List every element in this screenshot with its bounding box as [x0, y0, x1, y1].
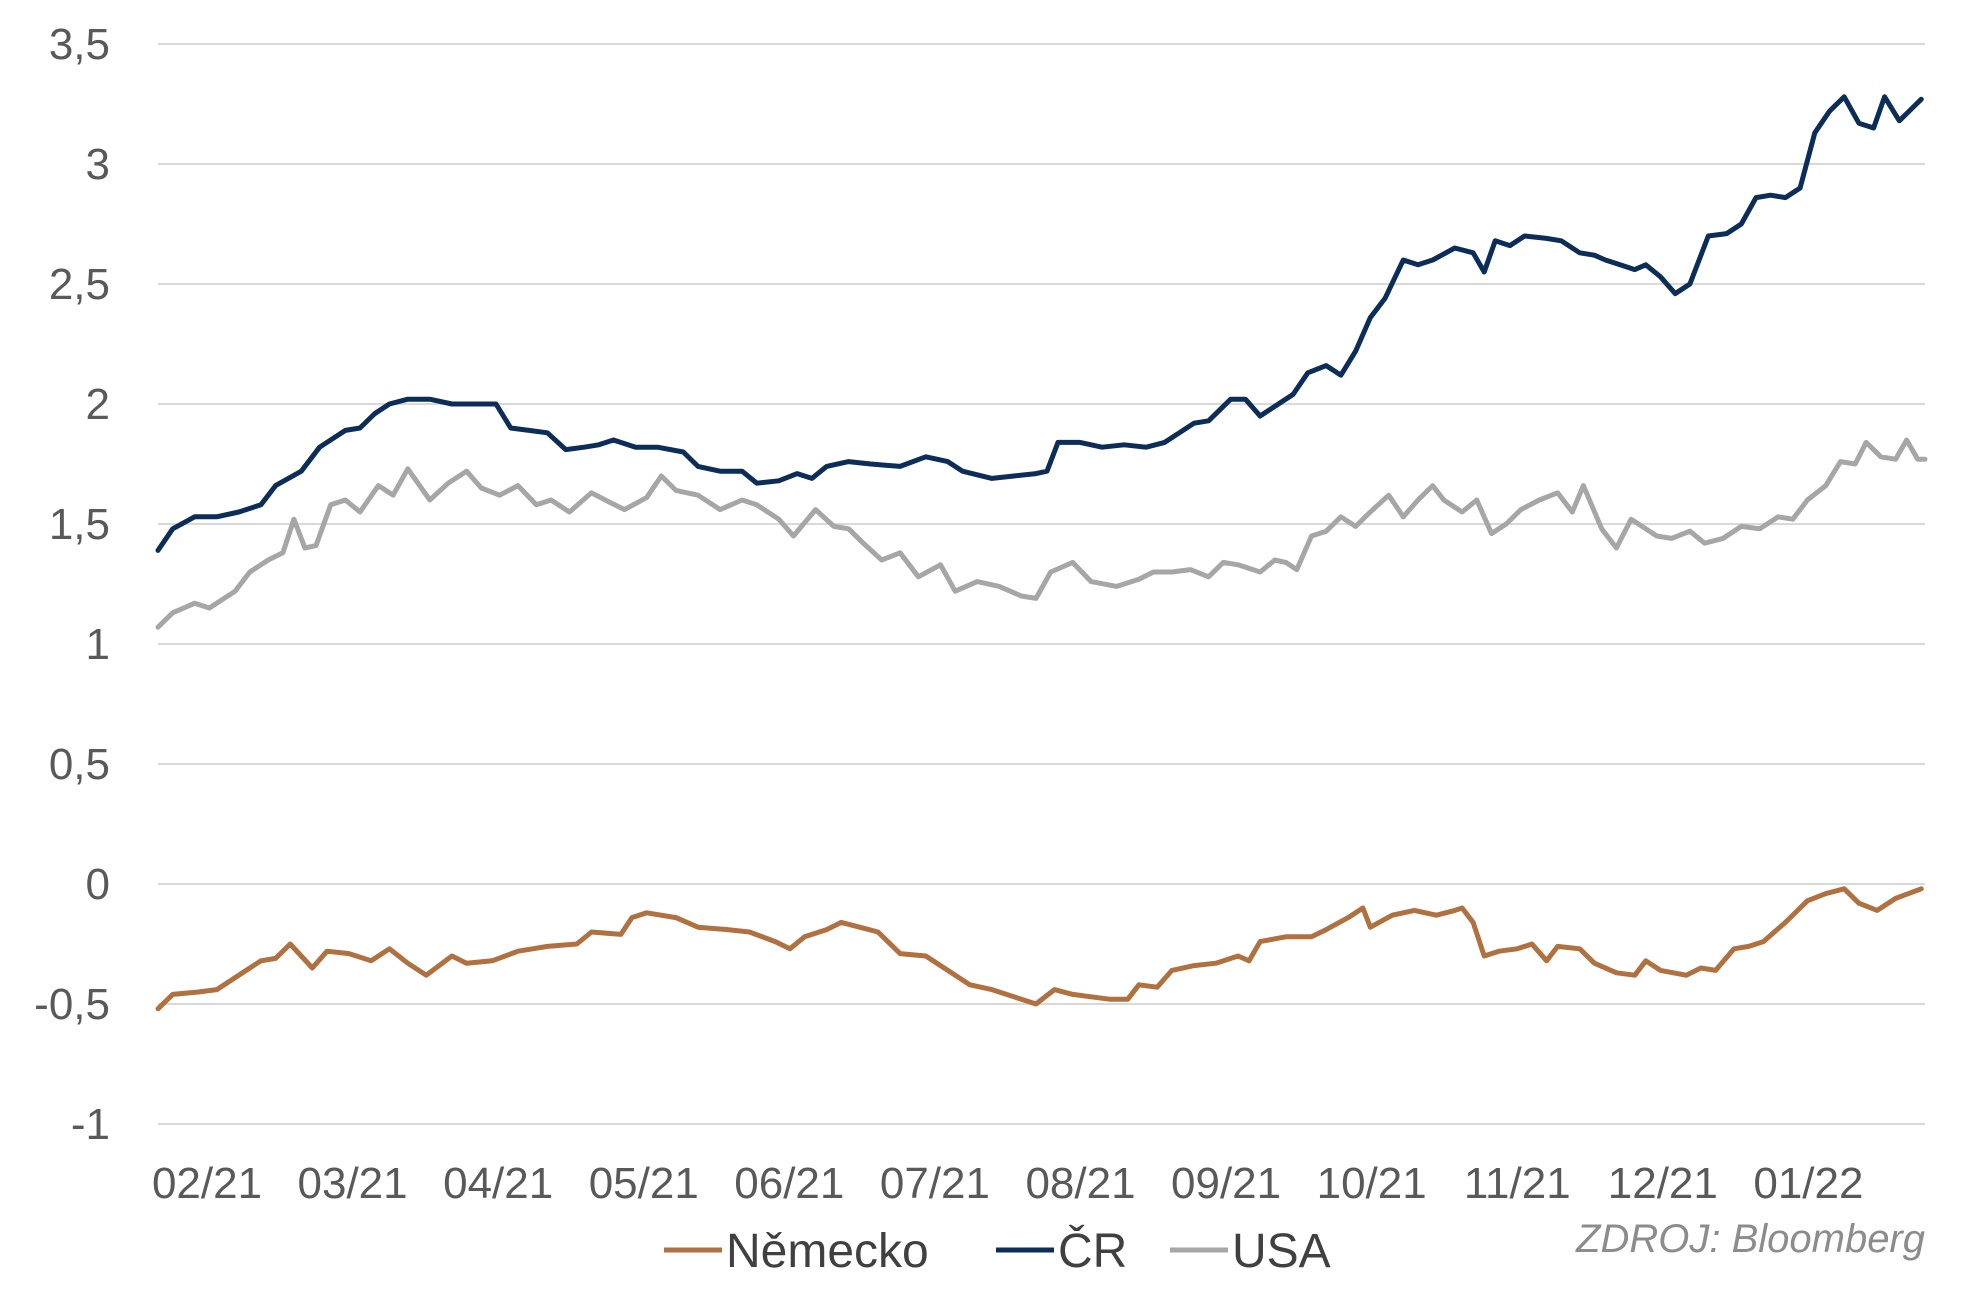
- x-tick-label: 02/21: [152, 1159, 262, 1208]
- y-tick-label: 1,5: [49, 500, 110, 549]
- series-lines: [155, 94, 1928, 1012]
- x-tick-label: 08/21: [1025, 1159, 1135, 1208]
- y-tick-label: 3,5: [49, 20, 110, 69]
- legend-label-cr: ČR: [1058, 1224, 1127, 1278]
- legend-label-usa: USA: [1232, 1225, 1331, 1278]
- x-tick-label: 05/21: [589, 1159, 699, 1208]
- x-tick-label: 03/21: [298, 1159, 408, 1208]
- x-tick-label: 07/21: [880, 1159, 990, 1208]
- x-tick-label: 10/21: [1317, 1159, 1427, 1208]
- series-line-nemecko: [155, 886, 1924, 1012]
- y-axis-tick-labels: 3,5 3 2,5 2 1,5 1 0,5 0 -0,5 -1: [34, 20, 110, 1149]
- y-tick-label: 1: [86, 620, 110, 669]
- y-tick-label: 0: [86, 860, 110, 909]
- legend-label-nemecko: Německo: [726, 1225, 929, 1278]
- source-note: ZDROJ: Bloomberg: [1575, 1217, 1925, 1261]
- x-axis-tick-labels: 02/21 03/21 04/21 05/21 06/21 07/21 08/21 09/21…: [152, 1159, 1864, 1208]
- legend: Německo ČR USA: [664, 1224, 1331, 1278]
- x-tick-label: 12/21: [1608, 1159, 1718, 1208]
- y-tick-label: 3: [86, 140, 110, 189]
- x-tick-label: 09/21: [1171, 1159, 1281, 1208]
- x-tick-label: 04/21: [443, 1159, 553, 1208]
- x-tick-label: 06/21: [734, 1159, 844, 1208]
- series-line-usa: [155, 437, 1928, 630]
- y-tick-label: -0,5: [34, 980, 110, 1029]
- y-tick-label: 2,5: [49, 260, 110, 309]
- x-tick-label: 01/22: [1753, 1159, 1863, 1208]
- y-tick-label: -1: [71, 1100, 110, 1149]
- x-tick-label: 11/21: [1464, 1159, 1571, 1208]
- y-tick-label: 0,5: [49, 740, 110, 789]
- series-line-cr: [155, 94, 1924, 553]
- y-tick-label: 2: [86, 380, 110, 429]
